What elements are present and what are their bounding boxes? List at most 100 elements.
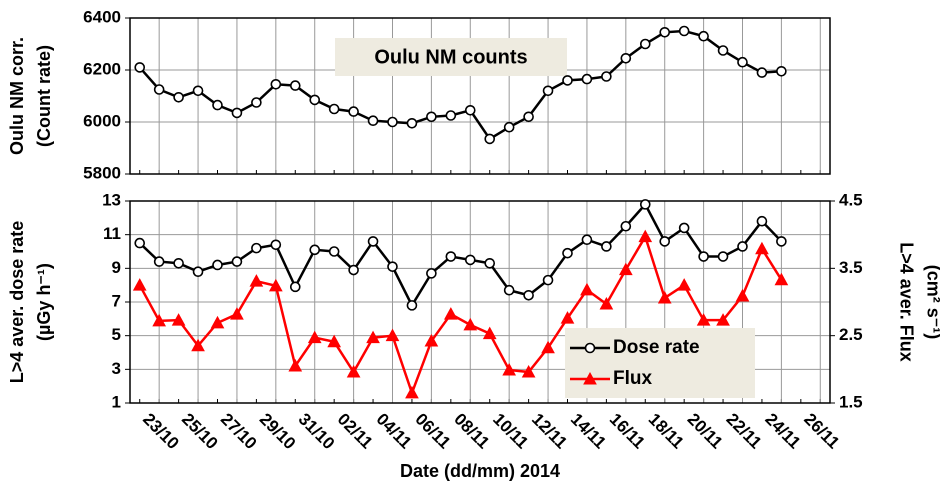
y-tick-label: 6000 xyxy=(83,111,121,130)
marker xyxy=(192,266,204,278)
marker xyxy=(716,313,730,326)
marker xyxy=(659,236,671,247)
marker xyxy=(309,94,321,106)
marker xyxy=(737,56,748,68)
marker xyxy=(562,75,573,86)
marker xyxy=(584,342,596,354)
marker xyxy=(134,62,146,73)
marker xyxy=(288,358,303,372)
marker xyxy=(735,288,750,302)
legend-label: Flux xyxy=(613,368,652,389)
marker xyxy=(443,307,458,320)
y2-tick-label: 3.5 xyxy=(839,258,863,277)
marker xyxy=(191,338,205,352)
marker xyxy=(696,313,711,326)
marker xyxy=(463,317,478,331)
marker xyxy=(620,52,632,64)
marker xyxy=(426,111,437,123)
marker xyxy=(755,241,769,255)
marker xyxy=(231,256,243,267)
marker xyxy=(523,111,534,123)
marker xyxy=(464,254,476,266)
marker xyxy=(212,259,223,271)
y-tick-label: 13 xyxy=(102,190,121,209)
y-tick-label: 5800 xyxy=(83,163,121,182)
marker xyxy=(348,264,359,276)
marker xyxy=(327,334,342,348)
marker xyxy=(251,242,262,254)
y2-tick-label: 1.5 xyxy=(839,392,863,411)
annotation-text: Oulu NM counts xyxy=(374,46,527,68)
marker xyxy=(289,80,301,91)
marker xyxy=(580,282,594,296)
marker xyxy=(328,103,340,115)
marker xyxy=(251,97,262,108)
y-tick-label: 6200 xyxy=(83,59,121,78)
y-axis-title: (Count rate) xyxy=(34,45,54,147)
marker xyxy=(406,118,418,129)
series-line xyxy=(138,202,783,308)
marker xyxy=(307,330,322,344)
y-tick-label: 11 xyxy=(103,224,121,243)
marker xyxy=(173,92,184,103)
marker xyxy=(484,257,496,269)
marker xyxy=(192,85,204,97)
marker xyxy=(542,274,554,286)
marker xyxy=(737,241,748,252)
marker xyxy=(756,67,768,78)
marker xyxy=(562,247,573,259)
marker xyxy=(445,251,457,262)
marker xyxy=(212,99,223,111)
marker xyxy=(289,281,301,293)
y-axis-title: L>4 aver. dose rate xyxy=(7,221,27,384)
marker xyxy=(270,239,282,251)
marker xyxy=(173,257,184,269)
marker xyxy=(639,38,651,50)
y-tick-label: 6400 xyxy=(83,7,121,26)
marker xyxy=(618,262,633,276)
marker xyxy=(756,215,768,227)
marker xyxy=(484,133,496,145)
marker xyxy=(152,313,167,327)
marker xyxy=(406,300,418,311)
annotation: Oulu NM counts xyxy=(335,38,567,76)
marker xyxy=(387,116,398,128)
marker xyxy=(482,326,497,340)
marker xyxy=(309,244,321,256)
marker xyxy=(677,278,692,291)
marker xyxy=(560,311,575,324)
x-axis-title: Date (dd/mm) 2014 xyxy=(400,461,560,481)
marker xyxy=(270,79,282,90)
marker xyxy=(717,45,729,56)
y-axis-title: (cm² s⁻¹) xyxy=(923,265,940,340)
marker xyxy=(424,334,439,347)
marker xyxy=(717,251,729,262)
legend-box xyxy=(565,328,755,398)
marker xyxy=(366,330,380,344)
marker xyxy=(348,106,359,117)
legend-label: Dose rate xyxy=(613,337,700,358)
marker xyxy=(367,115,379,126)
marker xyxy=(774,272,789,286)
annotation-box xyxy=(335,38,567,76)
marker xyxy=(385,328,400,342)
marker xyxy=(639,199,651,210)
y2-tick-label: 4.5 xyxy=(839,190,863,209)
plot-frame xyxy=(129,200,831,404)
marker xyxy=(503,284,515,296)
marker xyxy=(387,261,398,272)
marker xyxy=(249,274,264,287)
marker xyxy=(153,256,165,267)
marker xyxy=(657,290,672,304)
marker xyxy=(503,121,515,133)
y-tick-label: 7 xyxy=(112,291,121,310)
marker xyxy=(638,229,653,243)
marker xyxy=(405,385,419,399)
marker xyxy=(171,313,186,326)
marker xyxy=(231,107,243,119)
marker xyxy=(132,278,147,291)
marker xyxy=(776,236,787,247)
marker xyxy=(445,110,457,121)
marker xyxy=(620,220,632,232)
